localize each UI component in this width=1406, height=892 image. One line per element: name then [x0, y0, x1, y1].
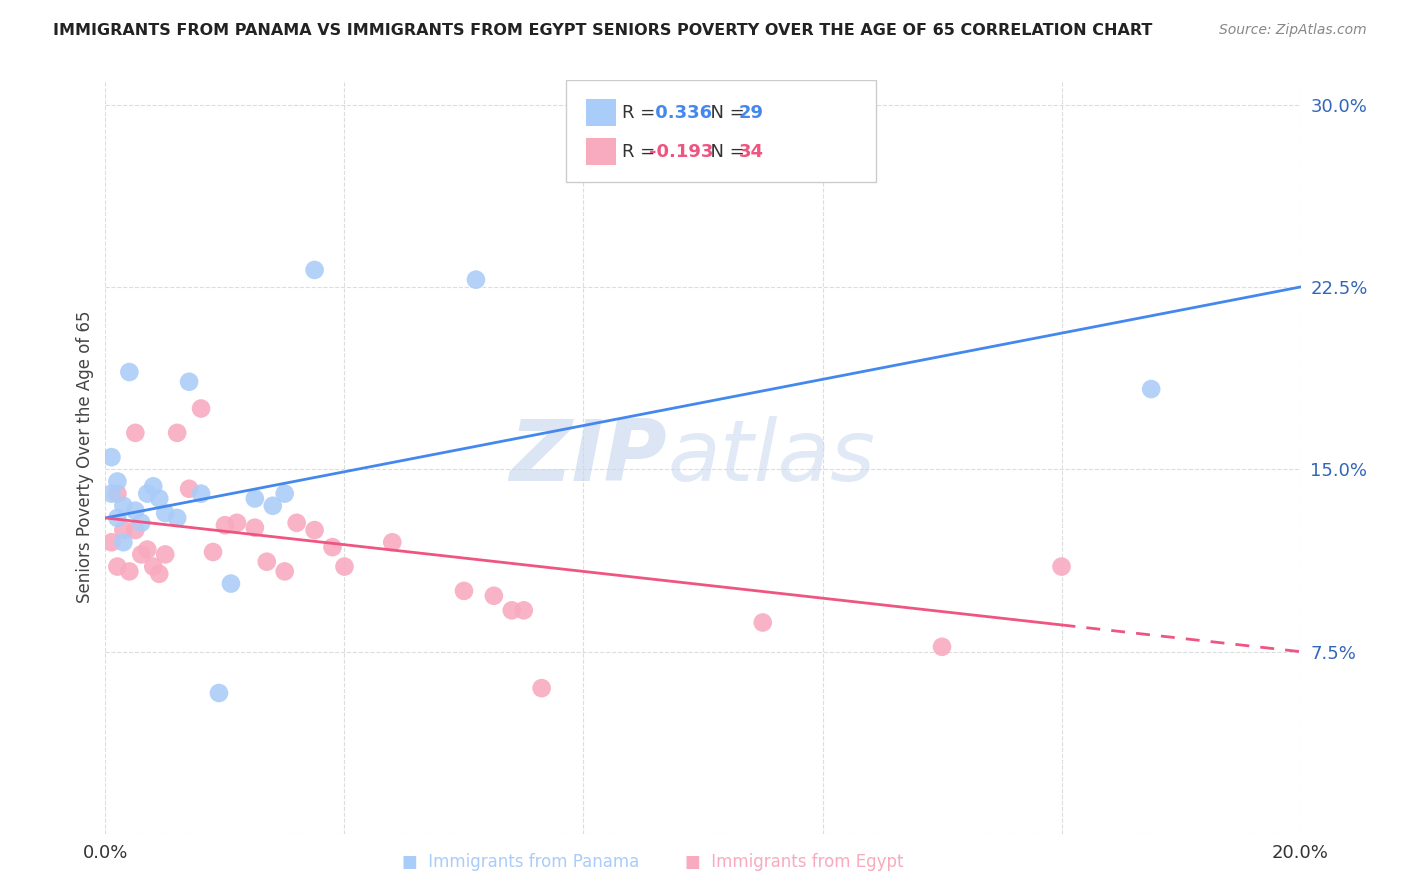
Point — [273, 486, 295, 500]
Point — [501, 603, 523, 617]
Point — [262, 499, 284, 513]
Point — [214, 518, 236, 533]
Point — [243, 491, 266, 506]
Point — [129, 548, 153, 562]
Point — [530, 681, 553, 695]
Text: R =: R = — [621, 143, 661, 161]
Point — [751, 615, 773, 630]
FancyBboxPatch shape — [586, 138, 616, 165]
Point — [219, 576, 242, 591]
Point — [166, 425, 188, 440]
Point — [513, 603, 536, 617]
Point — [129, 516, 153, 530]
Point — [100, 535, 122, 549]
Point — [177, 375, 201, 389]
Point — [1140, 382, 1163, 396]
Point — [100, 486, 122, 500]
Point — [142, 479, 165, 493]
Text: 0.336: 0.336 — [650, 103, 713, 121]
Text: 34: 34 — [740, 143, 763, 161]
Point — [304, 523, 326, 537]
Point — [256, 555, 278, 569]
Point — [136, 542, 159, 557]
Point — [112, 535, 135, 549]
Point — [482, 589, 505, 603]
Point — [118, 565, 141, 579]
Point — [243, 521, 266, 535]
Point — [285, 516, 308, 530]
Text: R =: R = — [621, 103, 661, 121]
Point — [304, 263, 326, 277]
Point — [100, 450, 122, 464]
Point — [321, 540, 344, 554]
Text: IMMIGRANTS FROM PANAMA VS IMMIGRANTS FROM EGYPT SENIORS POVERTY OVER THE AGE OF : IMMIGRANTS FROM PANAMA VS IMMIGRANTS FRO… — [53, 23, 1153, 38]
Point — [273, 565, 295, 579]
Point — [112, 523, 135, 537]
Point — [107, 511, 129, 525]
Point — [225, 516, 249, 530]
Point — [118, 365, 141, 379]
Point — [148, 566, 170, 581]
Text: ■  Immigrants from Egypt: ■ Immigrants from Egypt — [685, 853, 904, 871]
Point — [107, 475, 129, 489]
Point — [107, 486, 129, 500]
Point — [107, 559, 129, 574]
Point — [124, 503, 146, 517]
Point — [931, 640, 953, 654]
Text: ■  Immigrants from Panama: ■ Immigrants from Panama — [402, 853, 638, 871]
Text: N =: N = — [699, 143, 751, 161]
Point — [333, 559, 356, 574]
Point — [1050, 559, 1073, 574]
Point — [782, 114, 804, 128]
FancyBboxPatch shape — [565, 80, 876, 182]
Point — [190, 486, 212, 500]
Point — [148, 491, 170, 506]
Point — [202, 545, 225, 559]
Point — [142, 559, 165, 574]
Text: Source: ZipAtlas.com: Source: ZipAtlas.com — [1219, 23, 1367, 37]
Text: N =: N = — [699, 103, 751, 121]
Point — [166, 511, 188, 525]
Point — [124, 523, 146, 537]
Point — [381, 535, 404, 549]
Text: ZIP: ZIP — [509, 416, 666, 499]
Point — [124, 425, 146, 440]
Y-axis label: Seniors Poverty Over the Age of 65: Seniors Poverty Over the Age of 65 — [76, 311, 94, 603]
Text: -0.193: -0.193 — [650, 143, 714, 161]
Point — [112, 499, 135, 513]
Point — [177, 482, 201, 496]
Point — [155, 506, 177, 520]
Point — [208, 686, 231, 700]
Point — [155, 548, 177, 562]
Point — [190, 401, 212, 416]
Point — [464, 273, 488, 287]
Text: atlas: atlas — [666, 416, 875, 499]
Point — [453, 583, 475, 598]
Text: 29: 29 — [740, 103, 763, 121]
Point — [136, 486, 159, 500]
FancyBboxPatch shape — [586, 99, 616, 126]
